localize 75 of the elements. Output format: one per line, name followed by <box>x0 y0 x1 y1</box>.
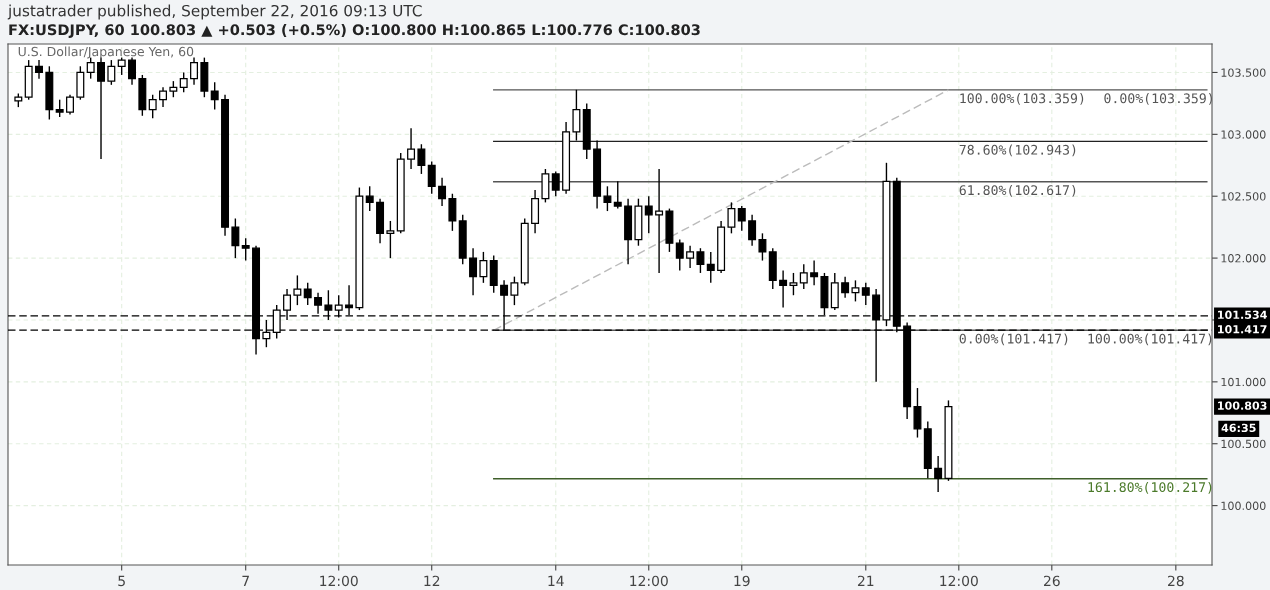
candlestick <box>706 251 715 284</box>
y-tick-label: 103.500 <box>1221 68 1266 77</box>
annotation: 61.80%(102.617) <box>959 184 1076 197</box>
x-tick-label: 12:00 <box>320 575 358 587</box>
x-tick-label: 5 <box>118 575 125 587</box>
candlestick <box>644 195 653 235</box>
x-tick-label: 21 <box>857 575 874 586</box>
candlestick <box>510 275 519 306</box>
candlestick <box>841 275 850 299</box>
candlestick <box>159 86 168 108</box>
candlestick <box>737 205 746 232</box>
candlestick <box>438 176 447 207</box>
annotation: 78.60%(102.943) <box>959 144 1076 157</box>
candlestick <box>655 168 664 274</box>
chart-title: justatrader published, September 22, 2016 09:13 UTC <box>7 4 422 20</box>
candlestick <box>469 247 478 296</box>
y-tick-label: 103.000 <box>1221 130 1266 139</box>
ref-line-label: 101.534 <box>1218 310 1267 319</box>
x-tick-label: 12:00 <box>940 575 978 587</box>
annotation: 161.80%(100.217) <box>1088 481 1212 494</box>
candlestick <box>407 127 416 170</box>
candlestick <box>748 214 757 247</box>
candlestick <box>210 81 219 111</box>
candlestick <box>851 279 860 303</box>
candlestick <box>789 272 798 296</box>
candlestick <box>241 237 250 262</box>
candlestick <box>303 282 312 306</box>
candlestick <box>913 387 922 439</box>
x-tick-label: 12:00 <box>630 575 668 587</box>
candlestick <box>613 180 622 210</box>
candlestick <box>572 89 581 142</box>
candlestick <box>365 185 374 212</box>
text: 100.803 <box>1218 401 1267 410</box>
candlestick <box>696 247 705 274</box>
candlestick <box>727 201 736 235</box>
x-tick-label: 7 <box>242 575 249 586</box>
candlestick <box>675 238 684 272</box>
candlestick <box>107 59 116 86</box>
annotation: 100.00%(103.359) <box>960 93 1084 105</box>
y-tick-label: 100.000 <box>1221 501 1266 510</box>
x-tick-label: 26 <box>1043 575 1060 587</box>
candlestick <box>551 170 560 197</box>
x-tick-label: 28 <box>1168 575 1184 587</box>
candlestick <box>448 193 457 232</box>
candlestick <box>779 269 788 309</box>
candlestick <box>179 71 188 93</box>
candlestick <box>231 217 240 259</box>
x-tick-label: 14 <box>548 575 564 586</box>
candlestick <box>479 251 488 284</box>
candlestick <box>35 59 43 80</box>
candlestick <box>603 185 612 212</box>
candlestick <box>66 94 74 116</box>
annotation: 0.00%(101.417) <box>959 333 1068 346</box>
candlestick <box>148 94 157 119</box>
y-tick-label: 100.500 <box>1221 439 1266 449</box>
candlestick <box>861 282 870 306</box>
y-tick-label: 102.000 <box>1221 254 1266 263</box>
chart-subtitle: FX:USDJPY, 60 100.803 ▲ +0.503 (+0.5%) O:100.800 H:100.865 L:100.776 C:100.803 <box>9 23 700 38</box>
candlestick <box>799 263 808 290</box>
candlestick <box>417 143 426 175</box>
candlestick <box>810 259 819 287</box>
candlestick <box>758 232 767 262</box>
candlestick <box>293 274 302 306</box>
x-tick-label: 12 <box>424 575 440 586</box>
ref-line-label: 101.417 <box>1218 325 1267 334</box>
candlestick <box>686 245 695 269</box>
candlestick <box>427 160 436 195</box>
candlestick <box>386 220 395 259</box>
annotation: U.S. Dollar/Japanese Yen, 60 <box>18 46 194 59</box>
y-tick-label: 101.000 <box>1221 377 1266 387</box>
candlestick <box>190 56 199 86</box>
text: 46:35 <box>1221 423 1256 433</box>
x-tick-label: 19 <box>734 575 750 587</box>
y-tick-label: 102.500 <box>1221 192 1266 201</box>
candlestick <box>934 455 943 493</box>
